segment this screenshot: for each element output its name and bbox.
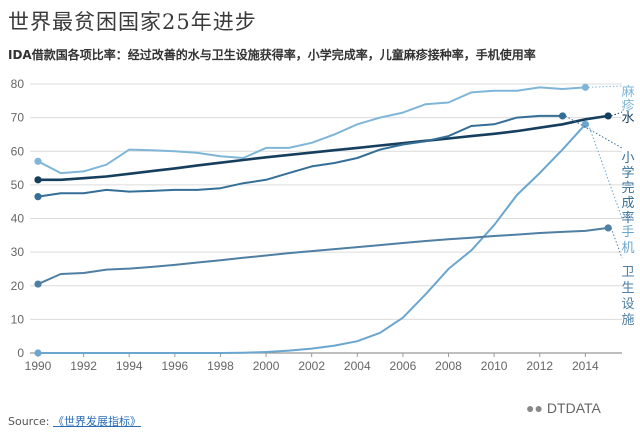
x-tick-label: 2002 xyxy=(298,359,325,373)
y-tick-label: 70 xyxy=(11,111,25,125)
x-tick-label: 2006 xyxy=(390,359,417,373)
leader-line-mobile xyxy=(587,124,623,219)
series-label-sanitation: 设 xyxy=(621,297,634,312)
x-tick-label: 2010 xyxy=(481,359,508,373)
y-tick-label: 80 xyxy=(11,77,25,91)
x-axis-ticks: 1990 1992 1994 1996 1998 2000 2002 2004 2006 2008… xyxy=(25,353,599,373)
series-end-marker-mobile xyxy=(581,120,589,128)
x-tick-label: 2000 xyxy=(253,359,280,373)
series-label-mobile: 手 xyxy=(621,225,634,240)
series-end-marker-water xyxy=(604,112,612,120)
source-note: Source: 《世界发展指标》 xyxy=(8,413,141,429)
series-end-marker-sanitation xyxy=(604,224,612,232)
series-start-marker-water xyxy=(34,176,42,184)
y-axis-ticks: 0 10 20 30 40 50 60 70 80 xyxy=(11,77,25,360)
series-start-marker-measles xyxy=(34,157,42,165)
series-label-primary: 成 xyxy=(621,196,634,211)
x-tick-label: 1990 xyxy=(25,359,52,373)
series-label-sanitation: 卫 xyxy=(621,265,634,280)
source-link[interactable]: 《世界发展指标》 xyxy=(52,415,141,428)
x-tick-label: 1998 xyxy=(207,359,234,373)
y-tick-label: 20 xyxy=(11,279,25,293)
leader-line-water xyxy=(610,111,623,117)
series-line-sanitation xyxy=(37,226,610,286)
series-end-marker-primary xyxy=(558,112,567,120)
series-label-sanitation: 生 xyxy=(621,281,634,296)
series-start-marker-primary xyxy=(34,193,42,201)
leader-line-primary xyxy=(565,115,623,149)
series-line-water xyxy=(36,114,610,182)
series-label-measles: 麻 xyxy=(621,85,634,100)
x-tick-label: 2014 xyxy=(572,359,599,373)
series-label-primary: 完 xyxy=(621,181,634,196)
watermark: ●● DTDATA xyxy=(526,400,601,416)
series-label-mobile: 机 xyxy=(621,241,634,256)
x-tick-label: 2012 xyxy=(526,359,553,373)
x-tick-label: 1994 xyxy=(116,359,143,373)
series-label-primary: 小 xyxy=(621,151,634,166)
series-line-measles xyxy=(37,86,587,175)
leader-line-measles xyxy=(588,85,623,88)
leader-line-sanitation xyxy=(610,227,623,259)
y-tick-label: 50 xyxy=(11,178,25,192)
x-tick-label: 2008 xyxy=(435,359,462,373)
series-start-marker-mobile xyxy=(34,349,42,357)
series-label-sanitation: 施 xyxy=(621,313,634,328)
source-label: Source: xyxy=(8,415,53,428)
series-line-mobile xyxy=(37,123,587,354)
series-end-marker-measles xyxy=(581,83,589,91)
series-label-water: 水 xyxy=(621,111,634,126)
chart-subtitle: IDA借款国各项比率：经过改善的水与卫生设施获得率，小学完成率，儿童麻疹接种率，… xyxy=(8,48,536,62)
y-tick-label: 10 xyxy=(11,312,25,326)
gridlines xyxy=(30,83,622,354)
chart-title: 世界最贫困国家25年进步 xyxy=(8,10,257,34)
x-tick-label: 1992 xyxy=(70,359,97,373)
x-tick-label: 2004 xyxy=(344,359,371,373)
wechat-icon: ●● xyxy=(526,400,543,416)
y-tick-label: 60 xyxy=(11,144,25,158)
y-tick-label: 0 xyxy=(17,346,24,360)
series-line-primary xyxy=(37,114,564,198)
series-label-primary: 率 xyxy=(621,210,634,226)
label-leader-lines xyxy=(565,85,623,259)
watermark-text: DTDATA xyxy=(546,400,601,416)
series-lines xyxy=(36,86,610,354)
y-tick-label: 40 xyxy=(11,212,25,226)
y-tick-label: 30 xyxy=(11,245,25,259)
series-label-primary: 学 xyxy=(621,165,634,181)
series-label-measles: 疹 xyxy=(621,98,634,114)
x-tick-label: 1996 xyxy=(161,359,188,373)
series-start-marker-sanitation xyxy=(34,280,42,288)
series-end-markers xyxy=(34,83,612,357)
